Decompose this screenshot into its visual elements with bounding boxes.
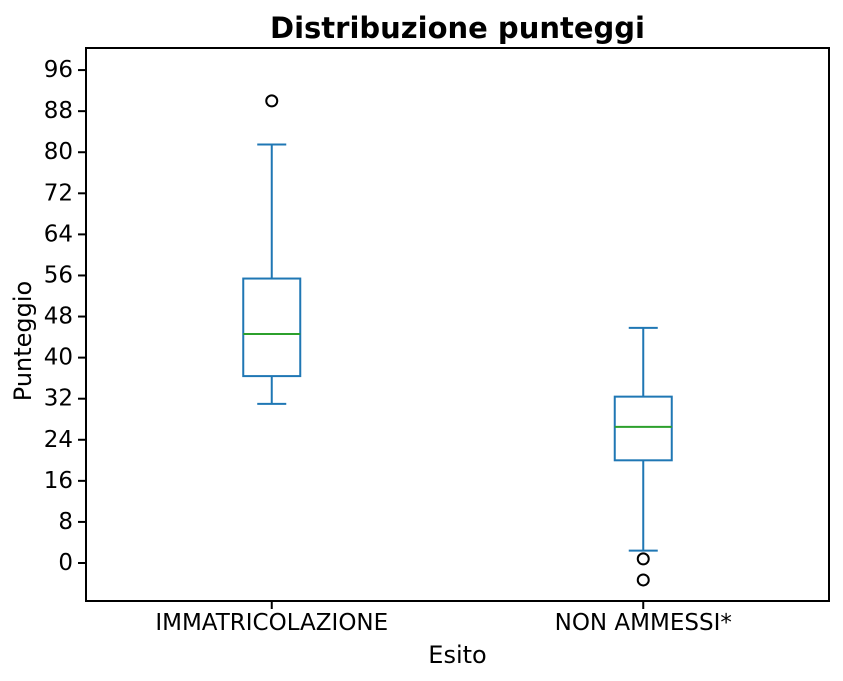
y-tick-label: 56	[44, 262, 73, 288]
x-tick-label: IMMATRICOLAZIONE	[155, 610, 388, 636]
y-tick-label: 8	[58, 509, 73, 535]
y-axis-label: Punteggio	[9, 280, 37, 402]
axes-spines	[85, 47, 830, 602]
outlier-marker	[265, 94, 279, 108]
x-tick-label: NON AMMESSI*	[555, 610, 732, 636]
iqr-box	[242, 277, 302, 378]
iqr-box	[613, 395, 673, 462]
y-tick-label: 16	[44, 468, 73, 494]
y-tick-label: 32	[44, 386, 73, 412]
y-tick-label: 72	[44, 180, 73, 206]
y-tick-label: 24	[44, 427, 73, 453]
y-tick-label: 80	[44, 139, 73, 165]
y-tick-label: 40	[44, 345, 73, 371]
y-tick-label: 0	[58, 550, 73, 576]
x-axis-label: Esito	[428, 641, 487, 669]
y-tick-label: 96	[44, 57, 73, 83]
y-tick-label: 88	[44, 98, 73, 124]
y-tick-label: 64	[44, 221, 73, 247]
y-tick-label: 48	[44, 304, 73, 330]
outlier-marker	[636, 552, 650, 566]
chart-title: Distribuzione punteggi	[270, 11, 645, 45]
outlier-marker	[636, 573, 650, 587]
